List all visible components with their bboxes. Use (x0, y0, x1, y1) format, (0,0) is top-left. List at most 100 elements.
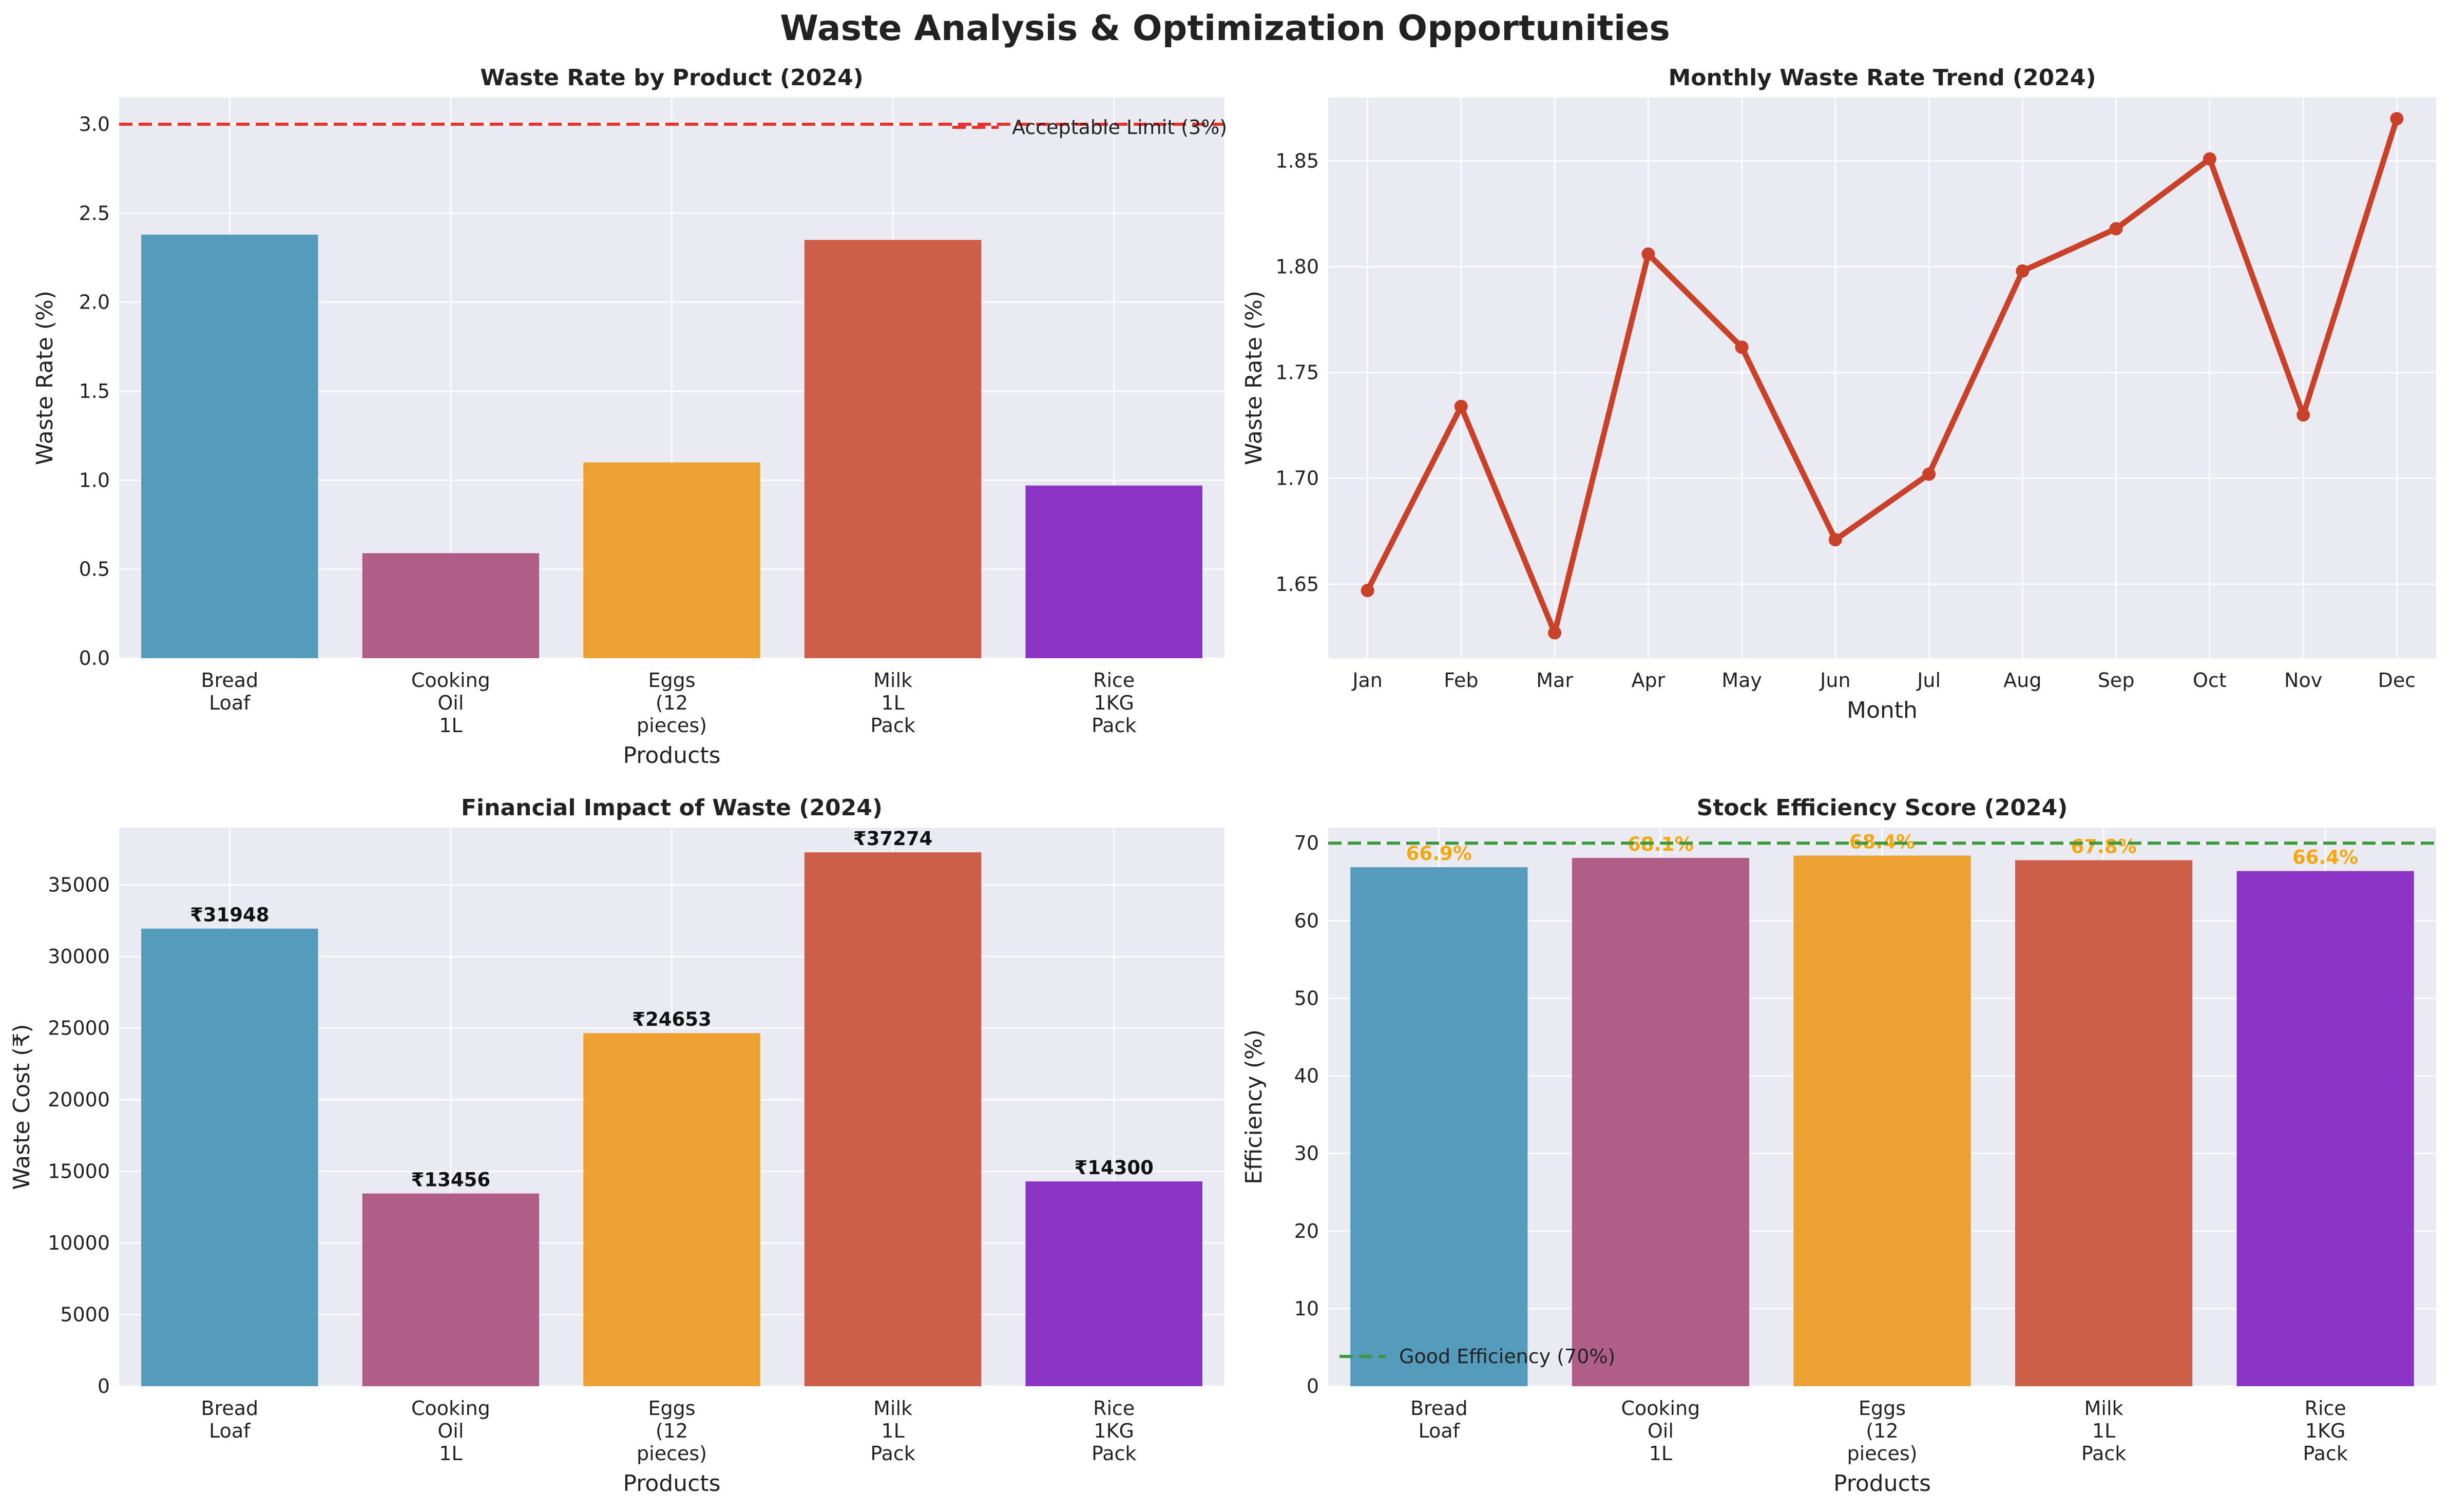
y-tick-label: 0 (98, 1375, 110, 1398)
x-tick-label: Cooking Oil 1L (411, 669, 490, 737)
x-tick-label-line: Pack (2081, 1442, 2126, 1465)
bar (583, 1033, 760, 1386)
x-tick-label: Cooking Oil 1L (1621, 1397, 1700, 1465)
chart-title: Waste Rate by Product (2024) (480, 65, 863, 91)
bar (1025, 1181, 1202, 1386)
y-tick-label: 30000 (48, 945, 110, 968)
x-tick-label-line: Loaf (209, 692, 251, 714)
x-tick-label-line: 1KG (2305, 1420, 2346, 1442)
x-tick-label-line: May (1721, 669, 1762, 692)
y-axis-label: Waste Rate (%) (1241, 291, 1267, 465)
x-tick-label-line: Pack (870, 714, 915, 737)
data-point (1922, 467, 1936, 481)
y-tick-label: 20000 (48, 1088, 110, 1111)
x-tick-label-line: Pack (1092, 1442, 1136, 1465)
data-point (1641, 247, 1655, 261)
y-tick-label: 50 (1294, 987, 1319, 1009)
y-axis-label: Efficiency (%) (1241, 1029, 1267, 1184)
x-tick-label-line: Bread (201, 1397, 258, 1420)
x-tick-label: Oct (2193, 669, 2227, 692)
y-tick-label: 10 (1294, 1297, 1319, 1320)
data-point (1828, 533, 1842, 547)
bar-value-label: ₹24653 (632, 1008, 711, 1030)
x-tick-label: Sep (2098, 669, 2135, 692)
y-tick-label: 1.0 (79, 469, 110, 491)
data-point (2109, 222, 2123, 236)
y-tick-label: 0.0 (79, 647, 110, 669)
x-tick-label-line: (12 (656, 1420, 688, 1442)
data-point (1548, 626, 1562, 640)
x-tick-label-line: Pack (2303, 1442, 2347, 1465)
y-tick-label: 30 (1294, 1142, 1319, 1165)
x-tick-label-line: pieces) (1847, 1442, 1918, 1465)
y-tick-label: 3.0 (79, 113, 110, 136)
x-tick-label: Jul (1916, 669, 1941, 692)
series-line (1365, 116, 2400, 636)
x-tick-label: Milk 1L Pack (2081, 1397, 2126, 1465)
x-tick-label-line: Eggs (648, 1397, 695, 1420)
data-point (1361, 584, 1374, 598)
x-axis-label: Products (623, 742, 721, 769)
x-tick-label-line: Pack (1092, 714, 1136, 737)
x-tick-label-line: (12 (1866, 1420, 1898, 1442)
x-tick-label-line: Bread (1410, 1397, 1468, 1420)
x-tick-label: Mar (1536, 669, 1573, 692)
y-tick-label: 1.80 (1275, 256, 1319, 278)
x-tick-label-line: Oil (437, 1420, 464, 1442)
x-tick-label-line: 1L (439, 714, 462, 737)
x-tick-label-line: Jan (1351, 669, 1383, 692)
x-tick-label-line: 1L (2092, 1420, 2115, 1442)
x-tick-label: Cooking Oil 1L (411, 1397, 490, 1465)
bar-value-label: ₹37274 (853, 828, 932, 850)
x-tick-label-line: Pack (870, 1442, 915, 1465)
y-tick-label: 2.0 (79, 291, 110, 314)
data-point (2016, 264, 2030, 278)
x-tick-label: Rice 1KG Pack (1092, 1397, 1136, 1465)
x-tick-label: Apr (1631, 669, 1665, 692)
x-tick-label: Jan (1351, 669, 1383, 692)
waste-rate-by-product-chart: 0.0 0.5 1.0 1.5 2.0 2.5 3.0 Bread Loaf Cooking Oil… (32, 65, 1227, 769)
bar (804, 240, 982, 658)
y-tick-label: 0 (1307, 1375, 1319, 1398)
x-tick-label-line: Feb (1444, 669, 1478, 692)
x-tick-label-line: Rice (2305, 1397, 2346, 1420)
x-tick-label: Eggs (12 pieces) (1847, 1397, 1918, 1465)
x-tick-label: Feb (1444, 669, 1478, 692)
bar (2236, 871, 2414, 1386)
y-tick-label: 1.5 (79, 380, 110, 403)
bar-value-label: ₹31948 (190, 904, 269, 926)
x-tick-label: Aug (2003, 669, 2041, 692)
bar-value-label: ₹14300 (1074, 1157, 1153, 1179)
x-tick-label: Milk 1L Pack (870, 669, 915, 737)
x-tick-label-line: Mar (1536, 669, 1573, 692)
x-tick-label-line: pieces) (637, 1442, 707, 1465)
y-tick-label: 60 (1294, 909, 1319, 932)
y-tick-label: 70 (1294, 832, 1319, 854)
x-tick-label-line: Loaf (1419, 1420, 1461, 1442)
x-tick-label: Dec (2378, 669, 2416, 692)
x-tick-label-line: Milk (873, 669, 912, 692)
y-tick-label: 1.70 (1275, 467, 1319, 490)
x-tick-label: Milk 1L Pack (870, 1397, 915, 1465)
x-tick-label-line: Dec (2378, 669, 2416, 692)
y-tick-label: 1.65 (1275, 573, 1319, 596)
x-tick-label-line: 1L (439, 1442, 462, 1465)
bar (1025, 485, 1202, 658)
bar (362, 553, 540, 658)
bar (2015, 860, 2193, 1386)
chart-title: Stock Efficiency Score (2024) (1697, 795, 2068, 821)
x-tick-label-line: 1KG (1094, 692, 1134, 714)
y-tick-label: 25000 (48, 1017, 110, 1040)
bar (141, 928, 318, 1386)
x-tick-label-line: 1L (881, 1420, 904, 1442)
x-tick-label-line: pieces) (637, 714, 707, 737)
bar (362, 1193, 540, 1386)
x-tick-label-line: 1L (1649, 1442, 1672, 1465)
x-tick-label-line: Loaf (209, 1420, 251, 1442)
x-tick-label-line: Aug (2003, 669, 2041, 692)
x-tick-label-line: Nov (2284, 669, 2322, 692)
data-point (2390, 112, 2404, 126)
x-tick-label: Eggs (12 pieces) (637, 669, 707, 737)
